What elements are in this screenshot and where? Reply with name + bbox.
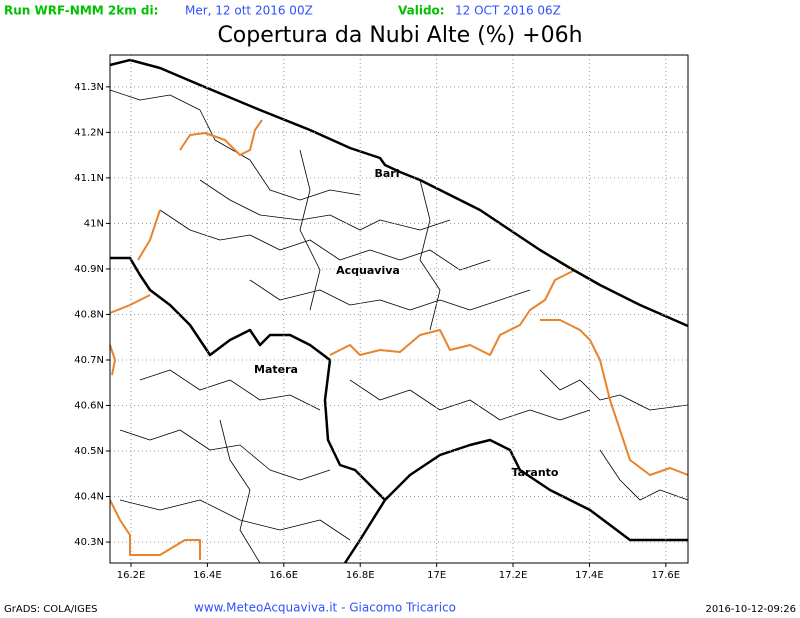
y-tick-label: 40.6N	[74, 401, 104, 412]
coastline	[109, 58, 689, 328]
footer-right: 2016-10-12-09:26	[705, 604, 796, 615]
border	[329, 269, 576, 356]
border	[137, 209, 161, 261]
boundary	[139, 369, 321, 411]
city-label: Matera	[254, 363, 298, 376]
valid-label: Valido:	[398, 4, 445, 18]
boundary	[159, 209, 491, 271]
y-tick-label: 41.1N	[74, 173, 104, 184]
y-tick-label: 40.4N	[74, 492, 104, 503]
x-tick-label: 17.4E	[575, 570, 604, 581]
boundary	[109, 89, 361, 201]
y-tick-label: 40.7N	[74, 355, 104, 366]
y-tick-label: 40.5N	[74, 446, 104, 457]
boundary	[349, 379, 591, 421]
boundary	[539, 369, 689, 411]
x-tick-label: 16.8E	[346, 570, 375, 581]
y-tick-label: 41.3N	[74, 82, 104, 93]
municipal-boundaries	[109, 89, 689, 564]
coast-and-borders	[109, 58, 689, 564]
y-tick-label: 41.2N	[74, 127, 104, 138]
x-tick-label: 16.6E	[270, 570, 299, 581]
footer-left: GrADS: COLA/IGES	[4, 604, 98, 615]
y-tick-label: 40.8N	[74, 309, 104, 320]
x-tick-label: 17.6E	[652, 570, 681, 581]
map-frame	[109, 54, 689, 564]
footer-center: www.MeteoAcquaviva.it - Giacomo Tricaric…	[194, 601, 456, 615]
boundary	[119, 499, 351, 541]
border	[109, 499, 201, 560]
x-tick-label: 17.2E	[499, 570, 528, 581]
run-date: Mer, 12 ott 2016 00Z	[185, 4, 313, 18]
y-tick-label: 40.3N	[74, 537, 104, 548]
border	[179, 119, 263, 156]
x-tick-label: 16.2E	[117, 570, 146, 581]
region-boundary	[110, 256, 386, 501]
map-title: Copertura da Nubi Alte (%) +06h	[217, 23, 582, 48]
city-label: Taranto	[511, 466, 558, 479]
border	[109, 294, 151, 314]
city-label: Bari	[374, 167, 399, 180]
grid	[110, 55, 688, 563]
region-borders	[109, 119, 689, 560]
boundary	[249, 279, 531, 311]
map-layer	[109, 58, 689, 564]
city-label: Acquaviva	[336, 264, 400, 277]
boundary	[219, 419, 261, 564]
valid-date: 12 OCT 2016 06Z	[455, 4, 561, 18]
coastline	[343, 438, 688, 564]
x-tick-label: 16.4E	[193, 570, 222, 581]
boundary	[119, 429, 331, 481]
boundary	[199, 179, 451, 231]
x-tick-label: 17E	[427, 570, 446, 581]
border	[540, 319, 689, 476]
y-tick-label: 40.9N	[74, 264, 104, 275]
boundary	[599, 449, 689, 501]
run-label: Run WRF-NMM 2km di:	[4, 4, 158, 18]
y-tick-label: 41N	[84, 218, 104, 229]
boundary	[299, 149, 321, 311]
